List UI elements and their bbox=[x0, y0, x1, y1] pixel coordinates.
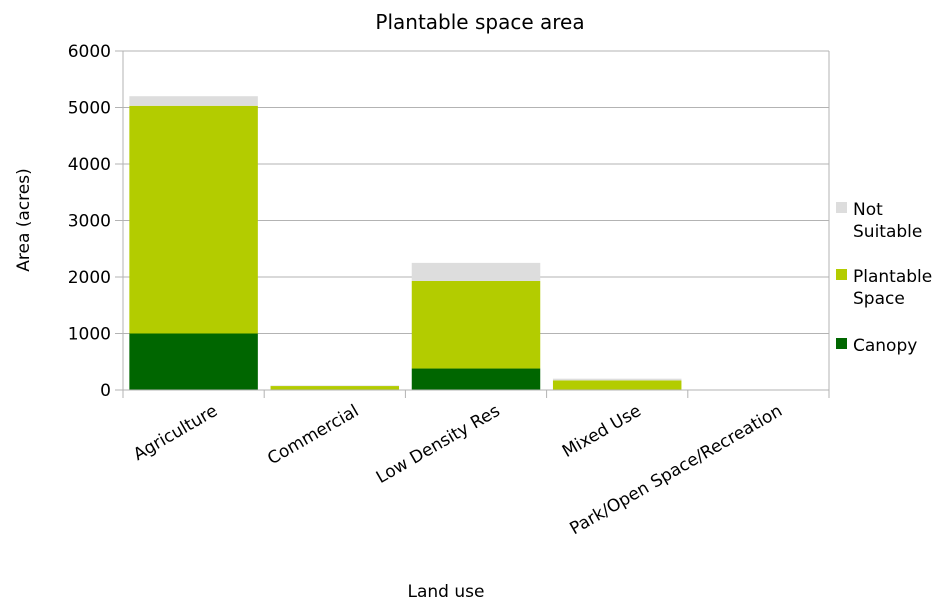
bars bbox=[129, 96, 682, 390]
bar-segment bbox=[552, 378, 682, 381]
bar-segment bbox=[411, 368, 541, 390]
y-axis-label: Area (acres) bbox=[14, 168, 34, 272]
bar-segment bbox=[411, 262, 541, 281]
bar-segment bbox=[129, 333, 258, 390]
legend-label: Space bbox=[853, 289, 905, 309]
x-tick-label: Mixed Use bbox=[559, 401, 645, 462]
legend-swatch bbox=[836, 338, 847, 349]
bar-segment bbox=[552, 380, 682, 390]
legend-label: Not bbox=[853, 200, 883, 220]
legend-swatch bbox=[836, 202, 847, 213]
y-tick-label: 1000 bbox=[68, 325, 111, 345]
axes bbox=[115, 50, 830, 398]
x-tick-label: Low Density Res bbox=[373, 401, 504, 488]
y-tick-label: 6000 bbox=[68, 42, 111, 62]
bar-segment bbox=[270, 385, 400, 387]
y-tick-label: 3000 bbox=[68, 212, 111, 232]
y-tick-labels: 0 1000 2000 3000 4000 5000 6000 bbox=[68, 42, 111, 401]
x-tick-label: Commercial bbox=[264, 401, 362, 469]
y-tick-label: 0 bbox=[100, 381, 111, 401]
legend-label: Suitable bbox=[853, 222, 922, 242]
x-axis-label: Land use bbox=[408, 582, 485, 602]
y-tick-label: 5000 bbox=[68, 99, 111, 119]
chart-title: Plantable space area bbox=[375, 10, 584, 34]
y-tick-label: 4000 bbox=[68, 155, 111, 175]
legend-label: Canopy bbox=[853, 336, 917, 356]
x-tick-labels: Agriculture Commercial Low Density Res Mixe… bbox=[130, 401, 786, 539]
legend-label: Plantable bbox=[853, 267, 932, 287]
legend-swatch bbox=[836, 269, 847, 280]
bar-segment bbox=[411, 280, 541, 369]
bar-segment bbox=[129, 96, 258, 106]
bar-segment bbox=[129, 105, 258, 334]
y-tick-label: 2000 bbox=[68, 268, 111, 288]
x-tick-label: Agriculture bbox=[130, 401, 221, 465]
bar-segment bbox=[270, 386, 400, 390]
